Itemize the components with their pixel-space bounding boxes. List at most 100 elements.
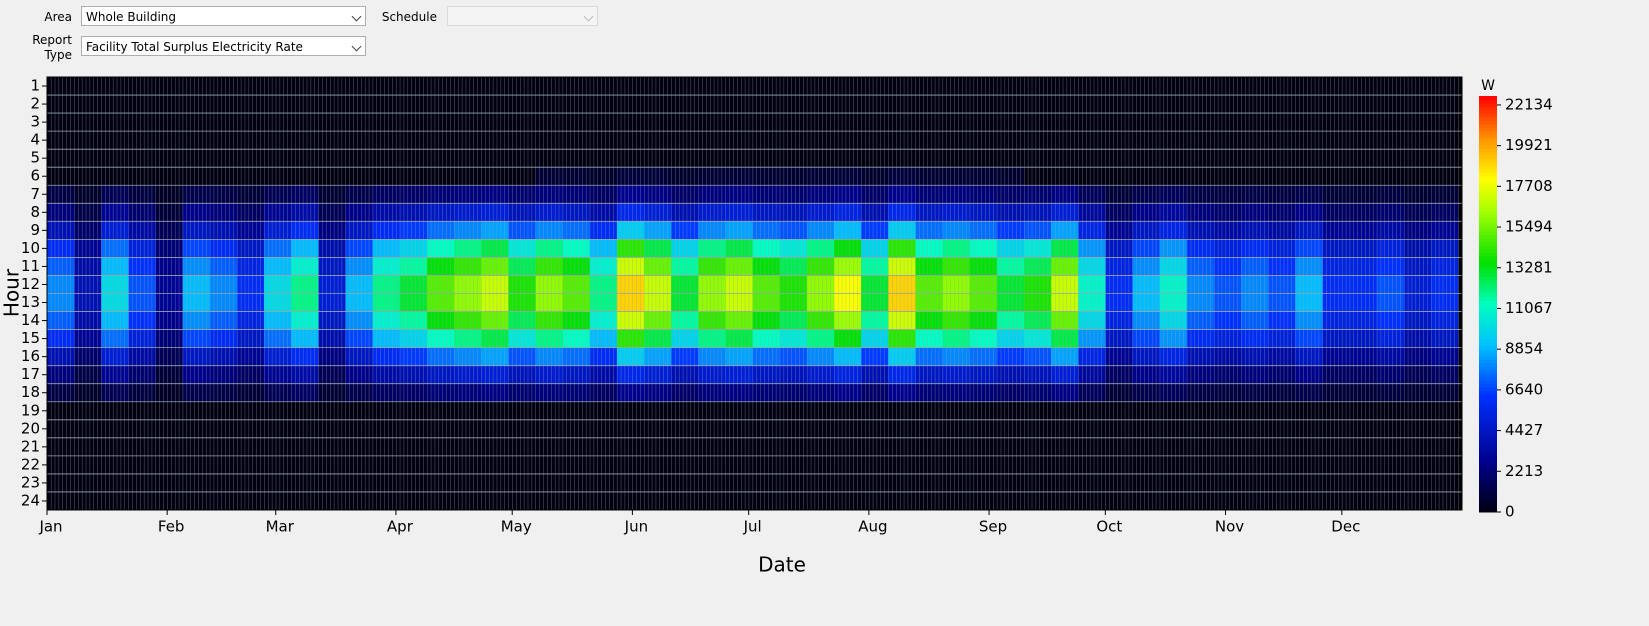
colorbar-segment (1479, 460, 1497, 464)
heat-cell (155, 491, 183, 511)
heat-cell (671, 185, 699, 204)
heat-cell (1376, 95, 1405, 114)
heat-cell (1322, 437, 1350, 457)
heat-cell (616, 437, 645, 457)
heat-cell (589, 455, 618, 475)
heat-cell (74, 437, 102, 457)
heat-cell (291, 113, 319, 132)
heat-cell (345, 419, 373, 439)
heat-cell (1051, 311, 1079, 330)
heat-cell (1051, 473, 1079, 493)
heat-cell (1376, 347, 1405, 366)
heat-cell (589, 149, 618, 168)
heat-cell (1430, 239, 1459, 258)
heat-cell (74, 131, 102, 150)
heat-cell (1268, 221, 1296, 240)
y-tick-label: 9 (30, 221, 40, 239)
heat-cell (182, 221, 211, 240)
heat-cell (562, 491, 591, 511)
heat-cell (209, 113, 238, 132)
heat-cell (236, 329, 265, 348)
heat-cell (996, 491, 1025, 511)
heat-cell (264, 293, 292, 312)
heat-cell (481, 419, 509, 439)
heat-cell (1376, 275, 1405, 294)
colorbar-segment (1479, 369, 1497, 374)
heat-cell (671, 239, 699, 258)
heat-cell (942, 329, 970, 348)
heat-cell (616, 365, 645, 385)
heat-cell (481, 347, 509, 366)
heat-cell (1268, 257, 1296, 276)
heat-cell (1132, 113, 1160, 132)
heat-cell (861, 329, 889, 348)
heat-cell (915, 491, 943, 511)
heat-cell (1023, 473, 1052, 493)
heat-cell (508, 239, 536, 258)
heat-cell (969, 257, 998, 276)
heat-cell (454, 401, 482, 421)
heat-cell (616, 293, 645, 312)
heat-cell (589, 401, 618, 421)
heat-cell (1213, 401, 1242, 421)
heat-cell (833, 275, 862, 294)
heat-cell (535, 473, 563, 493)
heat-cell (454, 239, 482, 258)
heat-cell (345, 185, 373, 204)
colorbar-tick-label: 2213 (1505, 462, 1543, 480)
heat-cell (264, 383, 292, 403)
heat-cell (1268, 419, 1296, 439)
heat-cell (426, 239, 455, 258)
heat-cell (1159, 95, 1188, 114)
colorbar-segment (1479, 335, 1497, 340)
heat-cell (128, 239, 156, 258)
heat-cell (861, 221, 889, 240)
heat-cell (74, 77, 102, 96)
heat-cell (996, 113, 1025, 132)
heat-cell (1322, 167, 1350, 186)
heat-cell (1322, 473, 1350, 493)
heat-cell (345, 95, 373, 114)
heat-cell (47, 167, 75, 186)
heat-cell (291, 239, 319, 258)
colorbar-segment (1479, 498, 1497, 503)
heat-cell (1186, 221, 1215, 240)
heat-cell (291, 149, 319, 168)
heat-cell (209, 419, 238, 439)
heat-cell (562, 95, 591, 114)
y-tick-label: 8 (30, 203, 40, 221)
heat-cell (399, 455, 428, 475)
heat-cell (888, 185, 916, 204)
heat-cell (1430, 383, 1459, 403)
heat-cell (318, 365, 346, 385)
heat-cell (291, 185, 319, 204)
heat-cell (291, 131, 319, 150)
heat-cell (1105, 149, 1133, 168)
heat-cell (779, 347, 808, 366)
heat-cell (318, 437, 346, 457)
heat-cell (616, 491, 645, 511)
area-dropdown[interactable]: Whole Building (81, 6, 366, 26)
heat-cell (1078, 311, 1106, 330)
heat-cell (209, 149, 238, 168)
heat-cell (616, 221, 645, 240)
heat-cell (236, 365, 265, 385)
heat-cell (101, 347, 129, 366)
heat-cell (1241, 365, 1269, 385)
heat-cell (1322, 149, 1350, 168)
heat-cell (888, 77, 916, 96)
heat-cell (74, 221, 102, 240)
heat-cell (1078, 419, 1106, 439)
heat-cell (806, 419, 835, 439)
colorbar-tick-label: 6640 (1505, 380, 1543, 398)
heat-cell (616, 149, 645, 168)
heat-cell (1023, 221, 1052, 240)
heat-cell (47, 239, 75, 258)
heat-cell (1078, 203, 1106, 222)
heat-cell (426, 275, 455, 294)
heat-cell (264, 419, 292, 439)
heat-cell (1159, 149, 1188, 168)
heat-cell (1078, 95, 1106, 114)
heat-cell (426, 149, 455, 168)
report-type-dropdown[interactable]: Facility Total Surplus Electricity Rate (81, 36, 366, 56)
